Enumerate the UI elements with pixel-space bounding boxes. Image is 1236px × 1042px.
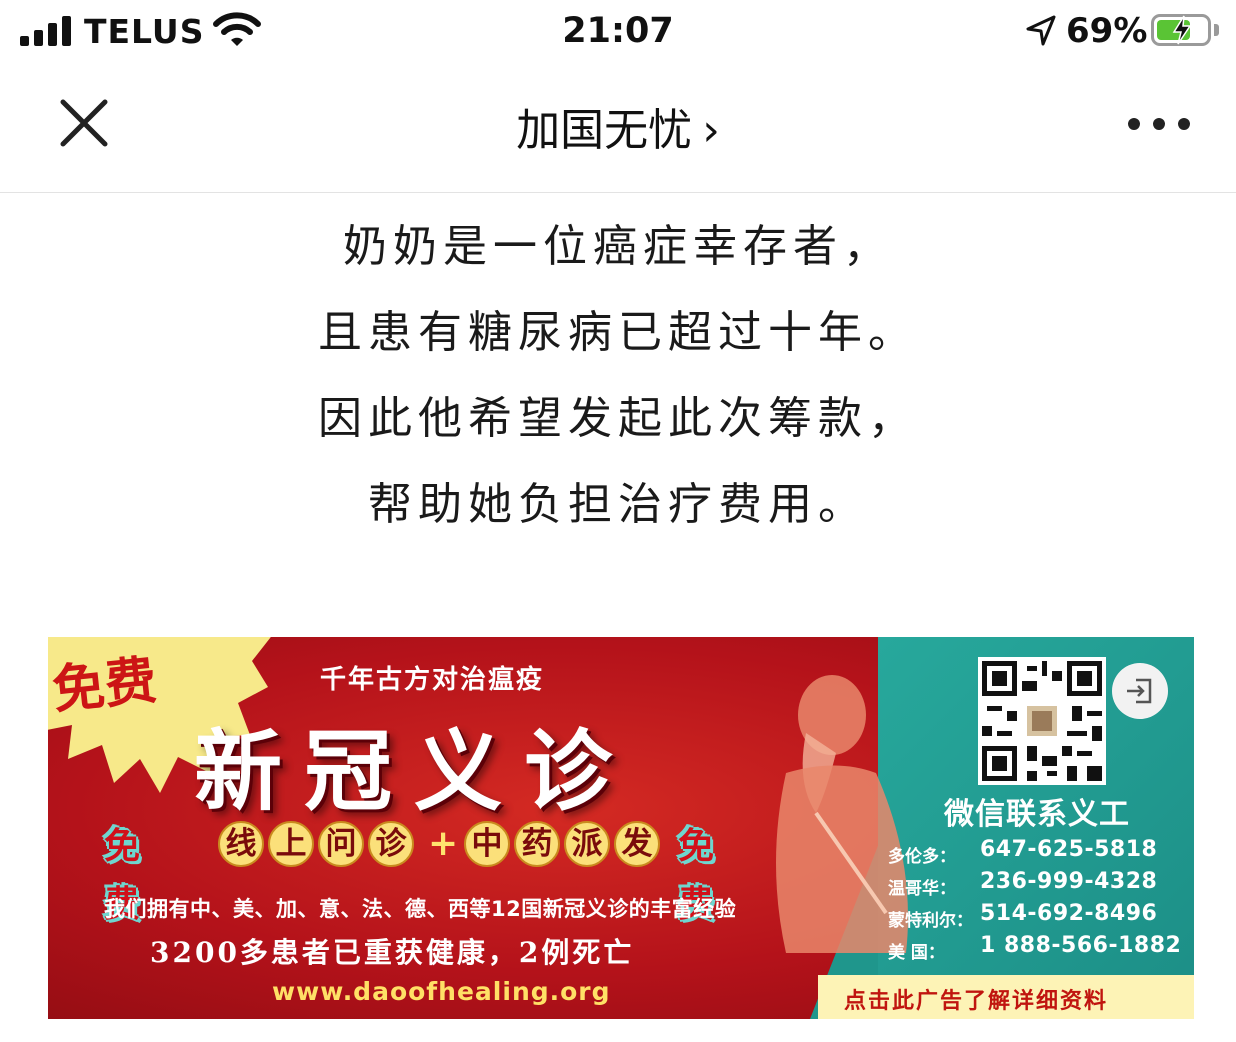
ad-subtitle: 千年古方对治瘟疫 [320, 665, 545, 695]
article-body: 奶奶是一位癌症幸存者， 且患有糖尿病已超过十年。 因此他希望发起此次筹款， 帮助… [0, 212, 1236, 556]
location-arrow-icon [1026, 15, 1056, 46]
ad-banner[interactable]: 免费 千年古方对治瘟疫 新冠义诊 免费 线 上 问 诊 + 中 药 派 发 免费… [48, 637, 1194, 1019]
charging-bolt-icon [1172, 15, 1192, 45]
service-char: 中 [464, 821, 510, 867]
contact-row: 多伦多： 647-625-5818 [888, 837, 1188, 867]
contact-phone: 1 888-566-1882 [980, 933, 1182, 958]
account-title: 加国无忧 [516, 105, 693, 156]
close-icon[interactable] [55, 94, 113, 152]
carrier-name: TELUS [84, 12, 205, 51]
contact-phone: 514-692-8496 [980, 901, 1158, 926]
clock: 21:07 [562, 11, 674, 51]
starburst-badge [48, 637, 271, 793]
status-bar: TELUS 21:07 69% [0, 0, 1236, 64]
service-char: 问 [318, 821, 364, 867]
exit-icon[interactable] [1112, 663, 1168, 719]
chevron-right-icon: › [702, 105, 720, 156]
wechat-contact-label: 微信联系义工 [944, 797, 1130, 832]
wifi-icon [213, 12, 261, 46]
service-char: 发 [614, 821, 660, 867]
battery-percent: 69% [1066, 11, 1148, 51]
contact-city: 温哥华： [888, 879, 956, 899]
ad-patients-text: 3200多患者已重获健康，2例死亡 [150, 936, 635, 969]
service-char: 诊 [368, 821, 414, 867]
service-char: 药 [514, 821, 560, 867]
contact-row: 美 国： 1 888-566-1882 [888, 933, 1188, 963]
ad-headline: 新冠义诊 [194, 719, 635, 823]
article-line: 奶奶是一位癌症幸存者， [343, 221, 893, 272]
free-left-label: 免费 [104, 825, 141, 925]
contact-phone: 236-999-4328 [980, 869, 1158, 894]
battery-tip [1214, 24, 1219, 36]
service-char: 派 [564, 821, 610, 867]
account-title-link[interactable]: 加国无忧 › [0, 94, 1236, 158]
nav-bar: 加国无忧 › [0, 64, 1236, 193]
article-line: 且患有糖尿病已超过十年。 [318, 307, 918, 358]
contact-row: 温哥华： 236-999-4328 [888, 869, 1188, 899]
qr-code-icon [978, 657, 1106, 785]
contact-city: 多伦多： [888, 847, 956, 867]
contact-phone: 647-625-5818 [980, 837, 1158, 862]
ad-experience-text: 我们拥有中、美、加、意、法、德、西等12国新冠义诊的丰富经验 [104, 897, 737, 921]
ad-cta-bar[interactable]: 点击此广告了解详细资料 [818, 975, 1194, 1019]
contact-city: 美 国： [888, 943, 945, 963]
article-line: 因此他希望发起此次筹款， [318, 393, 918, 444]
sage-figure-illustration [776, 675, 908, 953]
more-icon[interactable] [1124, 114, 1194, 136]
ad-website[interactable]: www.daoofhealing.org [272, 977, 611, 1006]
plus-sign: + [428, 823, 459, 864]
free-badge-text: 免费 [49, 649, 160, 722]
service-char: 上 [268, 821, 314, 867]
ad-cta-text: 点击此广告了解详细资料 [844, 988, 1109, 1014]
signal-icon [20, 14, 72, 46]
article-line: 帮助她负担治疗费用。 [368, 479, 868, 530]
contact-city: 蒙特利尔： [888, 911, 973, 931]
free-right-label: 免费 [678, 825, 715, 925]
contact-row: 蒙特利尔： 514-692-8496 [888, 901, 1188, 931]
service-char: 线 [218, 821, 264, 867]
